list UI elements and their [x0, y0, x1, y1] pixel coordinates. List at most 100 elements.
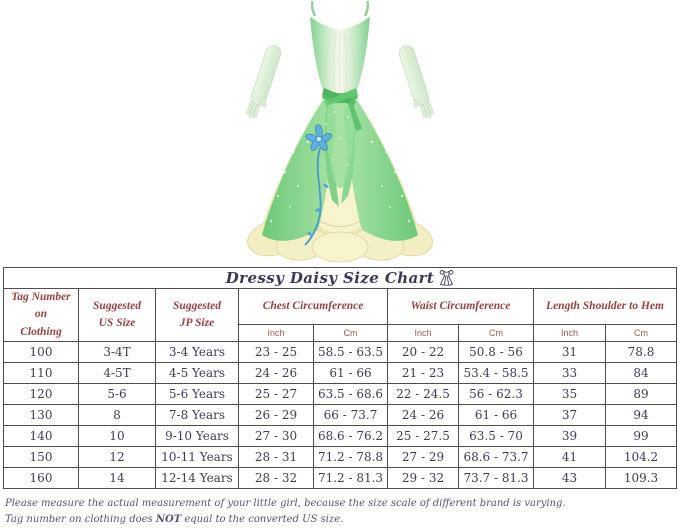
sparkle-dots: [264, 111, 415, 223]
footnotes: Please measure the actual measurement of…: [5, 496, 679, 529]
column-header-tag-number: Tag Number on Clothing: [3, 288, 79, 342]
table-cell: 10: [78, 424, 156, 447]
table-cell: 150: [3, 445, 79, 468]
table-row: 130 8 7-8 Years 26 - 29 66 - 73.7 24 - 2…: [3, 403, 677, 426]
table-cell: 23 - 25: [238, 340, 314, 363]
product-image-area: [245, 0, 434, 263]
table-row: 100 3-4T 3-4 Years 23 - 25 58.5 - 63.5 2…: [3, 340, 677, 363]
size-chart-table: Dressy Daisy Size Chart Tag Number on Cl…: [3, 267, 677, 489]
table-cell: 25 - 27.5: [387, 424, 459, 447]
table-cell: 61 - 66: [458, 403, 534, 426]
table-cell: 58.5 - 63.5: [313, 340, 388, 363]
table-cell: 140: [3, 424, 79, 447]
table-cell: 89: [605, 382, 677, 405]
unit-header-inch: Inch: [533, 323, 606, 342]
table-row: 140 10 9-10 Years 27 - 30 68.6 - 76.2 25…: [3, 424, 677, 447]
table-cell: 53.4 - 58.5: [458, 361, 534, 384]
dress-icon: [439, 270, 454, 286]
table-cell: 71.2 - 81.3: [313, 466, 388, 489]
table-cell: 24 - 26: [387, 403, 459, 426]
chart-title: Dressy Daisy Size Chart: [225, 269, 435, 287]
unit-header-cm: Cm: [605, 323, 677, 342]
table-cell: 35: [533, 382, 606, 405]
column-header-length: Length Shoulder to Hem: [533, 288, 677, 325]
table-cell: 22 - 24.5: [387, 382, 459, 405]
table-cell: 120: [3, 382, 79, 405]
table-cell: 4-5 Years: [155, 361, 239, 384]
chart-title-cell: Dressy Daisy Size Chart: [3, 267, 677, 289]
header-row-units: Inch Cm Inch Cm Inch Cm: [4, 323, 677, 342]
table-cell: 71.2 - 78.8: [313, 445, 388, 468]
column-header-waist: Waist Circumference: [387, 288, 534, 325]
table-cell: 130: [3, 403, 79, 426]
header-line: Suggested: [173, 299, 221, 312]
table-cell: 26 - 29: [238, 403, 314, 426]
footnote-tag-number: Tag number on clothing does NOT equal to…: [5, 512, 679, 529]
table-cell: 5-6 Years: [155, 382, 239, 405]
waist-sash-image: [321, 88, 362, 131]
table-cell: 109.3: [605, 466, 677, 489]
header-line: Suggested: [93, 299, 141, 312]
table-cell: 84: [605, 361, 677, 384]
footnote-measure: Please measure the actual measurement of…: [5, 497, 566, 509]
table-cell: 160: [3, 466, 79, 489]
table-cell: 33: [533, 361, 606, 384]
header-row-main: Tag Number on Clothing Suggested US Size…: [3, 288, 677, 342]
table-cell: 25 - 27: [238, 382, 314, 405]
chart-title-row: Dressy Daisy Size Chart: [3, 267, 677, 289]
footnote-text: equal to the converted US size.: [181, 514, 344, 526]
unit-header-inch: Inch: [238, 323, 314, 342]
table-cell: 27 - 29: [387, 445, 459, 468]
header-line: Clothing: [20, 325, 62, 338]
table-row: 120 5-6 5-6 Years 25 - 27 63.5 - 68.6 22…: [3, 382, 677, 405]
table-cell: 43: [533, 466, 606, 489]
glove-right-image: [398, 45, 434, 118]
header-line: US Size: [98, 316, 136, 329]
column-header-chest: Chest Circumference: [238, 288, 388, 325]
table-cell: 94: [605, 403, 677, 426]
table-cell: 78.8: [605, 340, 677, 363]
table-cell: 29 - 32: [387, 466, 459, 489]
table-cell: 104.2: [605, 445, 677, 468]
unit-header-cm: Cm: [458, 323, 534, 342]
table-cell: 14: [78, 466, 156, 489]
header-line: JP Size: [179, 316, 215, 329]
header-line: Tag Number on: [11, 291, 71, 321]
table-cell: 63.5 - 70: [458, 424, 534, 447]
table-cell: 27 - 30: [238, 424, 314, 447]
table-cell: 110: [3, 361, 79, 384]
table-cell: 5-6: [78, 382, 156, 405]
footnote-text: Tag number on clothing does: [5, 514, 156, 526]
flower-ornament-image: [303, 124, 332, 246]
table-cell: 4-5T: [78, 361, 156, 384]
table-cell: 3-4 Years: [155, 340, 239, 363]
table-cell: 63.5 - 68.6: [313, 382, 388, 405]
glove-left-image: [245, 45, 281, 118]
table-cell: 28 - 31: [238, 445, 314, 468]
footnote-bold-not: NOT: [155, 514, 182, 526]
column-header-jp-size: Suggested JP Size: [155, 288, 239, 342]
table-cell: 66 - 73.7: [313, 403, 388, 426]
table-row: 150 12 10-11 Years 28 - 31 71.2 - 78.8 2…: [3, 445, 677, 468]
table-cell: 10-11 Years: [155, 445, 239, 468]
unit-header-inch: Inch: [387, 323, 459, 342]
table-cell: 39: [533, 424, 606, 447]
table-cell: 68.6 - 76.2: [313, 424, 388, 447]
product-image-dress: [245, 0, 434, 263]
table-cell: 24 - 26: [238, 361, 314, 384]
table-cell: 37: [533, 403, 606, 426]
table-cell: 99: [605, 424, 677, 447]
table-cell: 28 - 32: [238, 466, 314, 489]
unit-header-cm: Cm: [313, 323, 388, 342]
table-cell: 50.8 - 56: [458, 340, 534, 363]
column-header-us-size: Suggested US Size: [78, 288, 156, 342]
table-cell: 56 - 62.3: [458, 382, 534, 405]
table-cell: 12: [78, 445, 156, 468]
table-row: 110 4-5T 4-5 Years 24 - 26 61 - 66 21 - …: [3, 361, 677, 384]
bodice-image: [309, 0, 370, 94]
table-cell: 31: [533, 340, 606, 363]
table-row: 160 14 12-14 Years 28 - 32 71.2 - 81.3 2…: [3, 466, 677, 489]
table-cell: 12-14 Years: [155, 466, 239, 489]
table-cell: 9-10 Years: [155, 424, 239, 447]
table-cell: 3-4T: [78, 340, 156, 363]
